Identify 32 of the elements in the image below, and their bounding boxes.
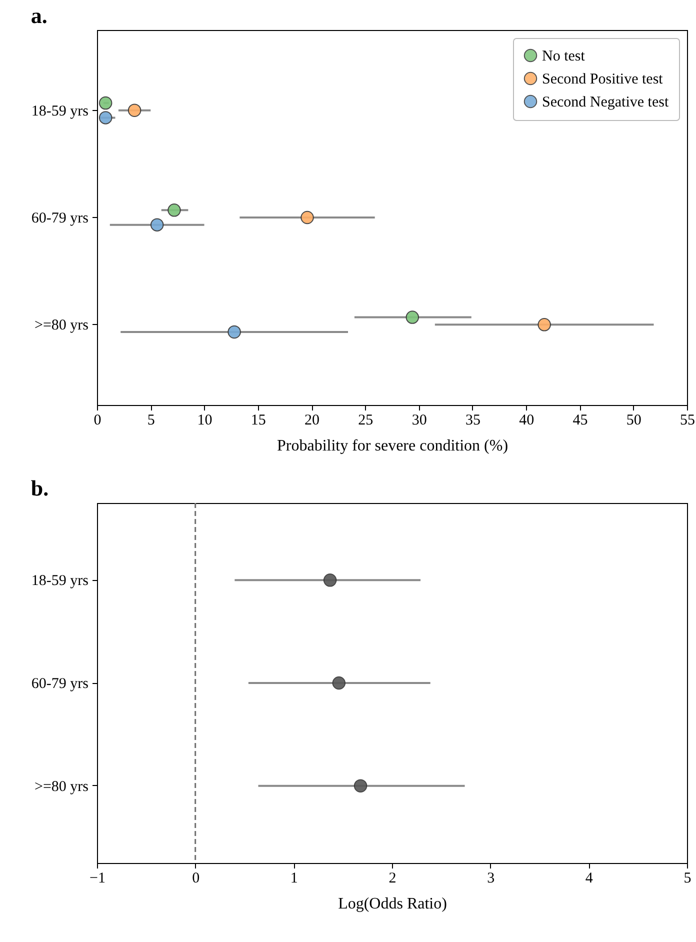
x-tick-label: 30 [412, 412, 427, 428]
y-tick-label: >=80 yrs [34, 778, 89, 795]
chart-title: a. [30, 3, 48, 28]
x-tick-label: 15 [250, 412, 266, 428]
legend-label: Second Negative test [542, 94, 670, 110]
y-tick-label: >=80 yrs [34, 318, 89, 334]
x-tick-label: 2 [388, 870, 396, 886]
x-tick-label: 5 [684, 870, 692, 886]
x-axis-title: Probability for severe condition (%) [276, 438, 508, 454]
x-axis-title: Log(Odds Ratio) [338, 896, 447, 912]
x-tick-label: 50 [626, 412, 642, 428]
x-tick-label: 3 [487, 870, 495, 886]
x-tick-label: −1 [90, 870, 106, 886]
y-tick-label: 18-59 yrs [31, 103, 89, 120]
y-tick-label: 60-79 yrs [31, 210, 89, 226]
y-tick-label: 60-79 yrs [31, 676, 89, 692]
x-tick-label: 35 [465, 412, 480, 428]
x-tick-label: 4 [585, 870, 594, 886]
x-tick-label: 0 [94, 412, 102, 428]
x-tick-label: 10 [197, 412, 212, 428]
x-tick-label: 40 [519, 412, 534, 428]
x-tick-label: 55 [680, 412, 695, 428]
x-tick-label: 25 [358, 412, 374, 428]
x-tick-label: 0 [192, 870, 200, 886]
x-tick-label: 1 [290, 870, 298, 886]
legend-label: No test [542, 48, 586, 64]
chart-title: b. [30, 475, 49, 500]
x-tick-label: 5 [147, 412, 155, 428]
y-tick-label: 18-59 yrs [31, 573, 89, 590]
legend-label: Second Positive test [542, 72, 664, 88]
x-tick-label: 20 [304, 412, 320, 428]
x-tick-label: 45 [572, 412, 588, 428]
